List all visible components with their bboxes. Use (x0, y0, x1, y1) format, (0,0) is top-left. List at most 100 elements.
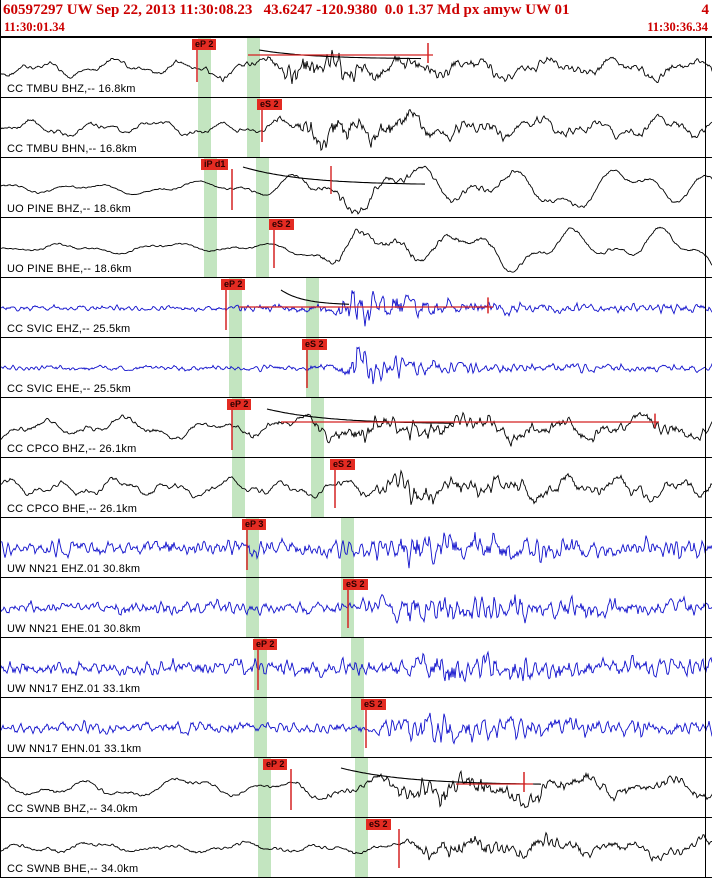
trace-count: 4 (701, 2, 710, 18)
pick-flag[interactable]: eP 2 (253, 639, 278, 650)
waveform-trace (1, 411, 712, 447)
pick-flag[interactable]: eS 2 (269, 219, 294, 230)
trace-label: UW NN21 EHE.01 30.8km (7, 623, 141, 635)
pick-window-band (256, 218, 269, 277)
waveform-trace (1, 532, 712, 569)
trace-label: CC SWNB BHZ,-- 34.0km (7, 803, 138, 815)
trace-label: CC SWNB BHE,-- 34.0km (7, 863, 139, 875)
trace-label: UW NN17 EHN.01 33.1km (7, 743, 142, 755)
pick-window-band (355, 818, 368, 877)
pick-window-band (198, 98, 211, 157)
pick-window-band (311, 398, 324, 457)
coda-decay-curve (242, 166, 425, 185)
trace-label: CC TMBU BHN,-- 16.8km (7, 143, 137, 155)
trace-panel-3[interactable]: eS 2 UO PINE BHE,-- 18.6km (1, 218, 712, 278)
window-end-time: 11:30:36.34 (647, 20, 708, 34)
trace-label: CC TMBU BHZ,-- 16.8km (7, 83, 136, 95)
trace-panel-0[interactable]: eP 2 CC TMBU BHZ,-- 16.8km (1, 38, 712, 98)
trace-panel-1[interactable]: eS 2 CC TMBU BHN,-- 16.8km (1, 98, 712, 158)
trace-label: CC CPCO BHE,-- 26.1km (7, 503, 138, 515)
pick-window-band (229, 278, 242, 337)
trace-panel-9[interactable]: eS 2 UW NN21 EHE.01 30.8km (1, 578, 712, 638)
waveform-plot (1, 829, 712, 868)
trace-panel-7[interactable]: eS 2 CC CPCO BHE,-- 26.1km (1, 458, 712, 518)
waveform-plot (1, 165, 712, 215)
waveform-plot (1, 529, 712, 570)
waveform-trace (1, 226, 712, 273)
waveform-trace (1, 290, 712, 327)
trace-panel-6[interactable]: eP 2 CC CPCO BHZ,-- 26.1km (1, 398, 712, 458)
pick-window-band (232, 458, 245, 517)
trace-panel-8[interactable]: eP 3 UW NN21 EHZ.01 30.8km (1, 518, 712, 578)
trace-label: UO PINE BHZ,-- 18.6km (7, 203, 131, 215)
pick-flag[interactable]: eP 2 (192, 39, 217, 50)
pick-window-band (204, 158, 217, 217)
trace-panel-12[interactable]: eP 2 CC SWNB BHZ,-- 34.0km (1, 758, 712, 818)
waveform-plot (1, 649, 712, 690)
trace-panel-2[interactable]: iP d1 UO PINE BHZ,-- 18.6km (1, 158, 712, 218)
trace-panel-13[interactable]: eS 2 CC SWNB BHE,-- 34.0km (1, 818, 712, 878)
pick-flag[interactable]: eP 3 (242, 519, 267, 530)
pick-window-band (247, 38, 260, 97)
pick-window-band (254, 698, 267, 757)
pick-window-band (311, 458, 324, 517)
pick-flag[interactable]: eS 2 (366, 819, 391, 830)
trace-panel-11[interactable]: eS 2 UW NN17 EHN.01 33.1km (1, 698, 712, 758)
trace-label: UW NN21 EHZ.01 30.8km (7, 563, 141, 575)
pick-flag[interactable]: eS 2 (302, 339, 327, 350)
waveform-plot (1, 767, 712, 810)
trace-label: UO PINE BHE,-- 18.6km (7, 263, 132, 275)
waveform-plot (1, 709, 712, 748)
pick-window-band (229, 338, 242, 397)
waveform-trace (1, 593, 712, 625)
event-header: 60597297 UW Sep 22, 2013 11:30:08.23 43.… (1, 0, 712, 38)
trace-panel-5[interactable]: eS 2 CC SVIC EHE,-- 25.5km (1, 338, 712, 398)
window-start-time: 11:30:01.34 (4, 20, 65, 34)
pick-flag[interactable]: eS 2 (361, 699, 386, 710)
pick-window-band (232, 398, 245, 457)
waveform-plot (1, 589, 712, 628)
waveform-trace (1, 831, 712, 863)
pick-flag[interactable]: eP 2 (263, 759, 288, 770)
pick-flag[interactable]: iP d1 (201, 159, 229, 170)
waveform-trace (1, 108, 712, 152)
waveform-plot (1, 108, 712, 152)
waveform-trace (1, 769, 712, 809)
pick-flag[interactable]: eS 2 (330, 459, 355, 470)
waveform-plot (1, 469, 712, 508)
trace-label: CC SVIC EHZ,-- 25.5km (7, 323, 131, 335)
pick-window-band (258, 758, 271, 817)
trace-list: eP 2 CC TMBU BHZ,-- 16.8km eS 2 CC TMBU BHN… (1, 38, 712, 878)
pick-window-band (341, 518, 354, 577)
waveform-plot (1, 289, 712, 330)
waveform-plot (1, 226, 712, 273)
waveform-plot (1, 408, 712, 450)
waveform-trace (1, 346, 712, 385)
pick-window-band (351, 638, 364, 697)
waveform-plot (1, 43, 712, 84)
trace-label: CC CPCO BHZ,-- 26.1km (7, 443, 137, 455)
coda-decay-curve (280, 289, 350, 305)
pick-flag[interactable]: eS 2 (257, 99, 282, 110)
waveform-plot (1, 346, 712, 388)
waveform-trace (1, 49, 712, 84)
waveform-trace (1, 165, 712, 215)
waveform-trace (1, 469, 712, 505)
pick-window-band (258, 818, 271, 877)
pick-window-band (246, 518, 259, 577)
trace-label: CC SVIC EHE,-- 25.5km (7, 383, 132, 395)
trace-panel-10[interactable]: eP 2 UW NN17 EHZ.01 33.1km (1, 638, 712, 698)
event-summary: 60597297 UW Sep 22, 2013 11:30:08.23 43.… (3, 2, 570, 18)
pick-window-band (204, 218, 217, 277)
pick-window-band (247, 98, 260, 157)
waveform-trace (1, 712, 712, 745)
pick-flag[interactable]: eS 2 (343, 579, 368, 590)
pick-flag[interactable]: eP 2 (221, 279, 246, 290)
coda-decay-curve (258, 49, 422, 60)
trace-label: UW NN17 EHZ.01 33.1km (7, 683, 141, 695)
pick-flag[interactable]: eP 2 (227, 399, 252, 410)
coda-decay-curve (266, 408, 454, 424)
waveform-trace (1, 650, 712, 683)
trace-panel-4[interactable]: eP 2 CC SVIC EHZ,-- 25.5km (1, 278, 712, 338)
